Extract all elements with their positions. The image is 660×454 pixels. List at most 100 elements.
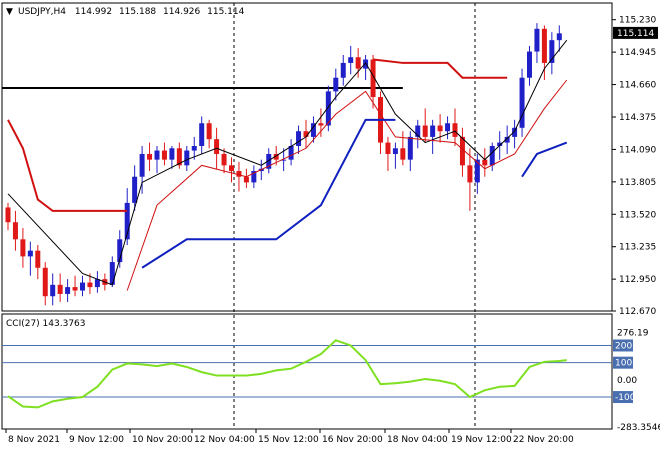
- candle-body: [310, 123, 316, 137]
- time-tick-label: 15 Nov 12:00: [258, 435, 319, 445]
- header-open: 114.992: [75, 7, 112, 17]
- candle-body: [184, 150, 190, 166]
- candle-body: [512, 127, 518, 137]
- candle-body: [303, 131, 309, 137]
- candle-body: [407, 136, 413, 160]
- candle-body: [191, 146, 197, 151]
- svg-text:USDJPY,H4 114.992 115.: USDJPY,H4 114.992 115.188 114.926 115.11…: [18, 7, 245, 17]
- fast-moving-average: [7, 39, 568, 286]
- candle-body: [556, 33, 562, 41]
- price-tick-label: 114.090: [619, 145, 656, 155]
- candle-body: [221, 153, 227, 166]
- candle-body: [251, 171, 257, 183]
- candle-body: [325, 91, 331, 126]
- price-tick-label: 113.805: [619, 178, 656, 188]
- candle-body: [273, 153, 279, 160]
- lower-band-line: [521, 141, 568, 178]
- candle-body: [519, 77, 525, 128]
- candle-body: [400, 148, 406, 160]
- price-tick-label: 115.230: [619, 16, 656, 26]
- time-tick-label: 9 Nov 12:00: [69, 435, 124, 445]
- upper-band-line: [372, 58, 508, 79]
- current-price-label: 115.114: [617, 29, 654, 39]
- candle-body: [385, 142, 391, 154]
- header-low: 114.926: [163, 7, 200, 17]
- candle-body: [147, 153, 153, 160]
- candle-body: [109, 262, 115, 285]
- candle-body: [27, 250, 33, 257]
- candle-body: [117, 239, 123, 263]
- candle-body: [35, 250, 41, 268]
- candle-body: [340, 62, 346, 78]
- candle-body: [549, 40, 555, 63]
- slow-moving-average: [126, 79, 568, 291]
- cci-tick-label: 100: [615, 359, 632, 369]
- candle-body: [437, 125, 443, 132]
- cci-tick-label: -100: [615, 393, 636, 403]
- candle-body: [154, 150, 160, 160]
- current-price-box: [613, 26, 658, 39]
- candle-body: [370, 59, 376, 98]
- candle-body: [124, 202, 130, 240]
- candle-body: [20, 239, 26, 257]
- price-tick-label: 112.950: [619, 275, 656, 285]
- price-tick-label: 114.660: [619, 81, 656, 91]
- collapse-triangle-icon[interactable]: ▼: [6, 7, 13, 17]
- candle-body: [445, 123, 451, 132]
- cci-tick-label: 200: [615, 341, 632, 351]
- candle-body: [527, 51, 532, 78]
- axis-layer: 115.230 114.945 114.660 114.375 114.090 113.8…: [5, 16, 660, 445]
- cci-line: [7, 339, 567, 409]
- candle-body: [199, 123, 205, 146]
- candle-body: [94, 279, 100, 288]
- cci-tick-label: -283.3546: [617, 423, 660, 433]
- candle-body: [497, 142, 503, 146]
- candle-body: [288, 146, 294, 160]
- price-tick-label: 113.520: [619, 210, 656, 220]
- candle-body: [65, 287, 71, 294]
- candle-body: [176, 148, 182, 166]
- time-tick-label: 16 Nov 20:00: [322, 435, 383, 445]
- candle-body: [415, 125, 421, 137]
- candle-body: [355, 57, 361, 69]
- cci-level-box: [613, 339, 633, 352]
- candle-body: [392, 148, 398, 154]
- time-tick-label: 22 Nov 20:00: [513, 435, 574, 445]
- candle-body: [42, 267, 48, 297]
- price-layer: [2, 23, 568, 306]
- candle-body: [489, 146, 495, 166]
- time-tick-label: 10 Nov 20:00: [132, 435, 193, 445]
- cci-header-label: CCI(27) 143.3763: [6, 319, 86, 329]
- candle-body: [161, 150, 167, 160]
- cci-level-box: [613, 356, 633, 369]
- candle-body: [459, 136, 465, 166]
- time-tick-label: 12 Nov 04:00: [194, 435, 255, 445]
- candle-body: [243, 176, 249, 183]
- upper-band-line: [7, 119, 128, 212]
- time-tick-label: 19 Nov 12:00: [451, 435, 512, 445]
- candle-body: [534, 28, 540, 52]
- candle-body: [482, 159, 488, 166]
- candle-body: [80, 282, 85, 291]
- candle-body: [467, 165, 473, 183]
- candle-body: [87, 282, 93, 288]
- time-tick-label: 18 Nov 04:00: [387, 435, 448, 445]
- candle-body: [281, 159, 287, 161]
- candle-body: [139, 153, 145, 177]
- header-close: 115.114: [207, 7, 244, 17]
- price-tick-label: 113.235: [619, 243, 656, 253]
- candle-body: [5, 207, 11, 223]
- candle-body: [541, 28, 547, 63]
- candle-body: [12, 222, 18, 240]
- cci-level-box: [613, 391, 633, 404]
- candle-body: [72, 287, 78, 291]
- candle-body: [266, 153, 272, 169]
- candle-body: [296, 131, 302, 146]
- price-tick-label: 114.375: [619, 113, 656, 123]
- candle-body: [504, 136, 510, 143]
- cci-layer: [2, 339, 612, 409]
- header-symbol: USDJPY,H4: [18, 7, 66, 17]
- candle-body: [363, 59, 369, 69]
